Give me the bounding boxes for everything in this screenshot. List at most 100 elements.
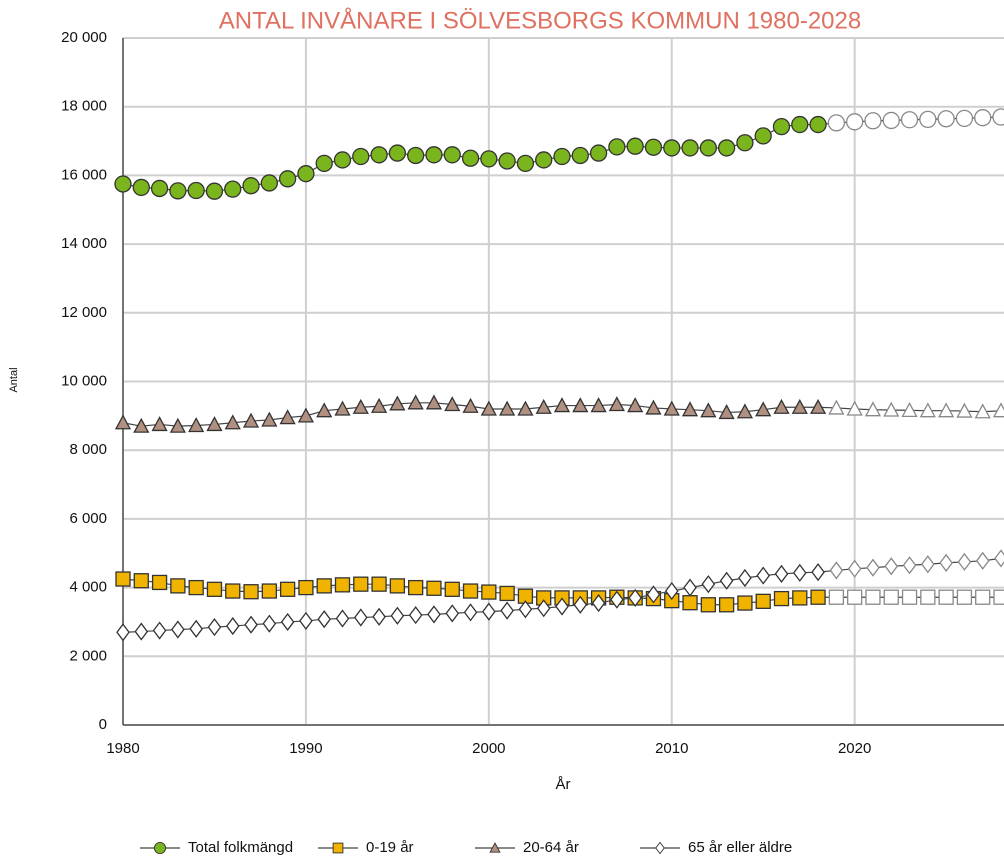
marker (187, 181, 205, 200)
marker (536, 599, 551, 618)
marker (133, 417, 150, 433)
marker (170, 578, 186, 594)
marker (719, 571, 734, 590)
marker (443, 146, 461, 164)
y-tick-label: 18 000 (61, 98, 107, 115)
marker (847, 589, 863, 605)
marker (333, 151, 352, 169)
marker (655, 841, 665, 855)
marker (681, 401, 699, 417)
x-tick-label: 1980 (106, 740, 139, 757)
marker (315, 154, 333, 173)
marker (901, 589, 918, 605)
marker (608, 396, 625, 412)
marker (243, 584, 259, 600)
marker (571, 146, 589, 165)
y-tick-label: 4 000 (69, 579, 107, 596)
marker (992, 402, 1004, 418)
marker (444, 581, 460, 597)
marker (921, 555, 935, 574)
marker (882, 111, 900, 130)
marker (754, 127, 772, 145)
marker (317, 610, 332, 629)
marker (717, 139, 736, 157)
legend-item: 20-64 år (475, 839, 579, 856)
marker (993, 589, 1004, 605)
marker (756, 566, 771, 585)
marker (150, 179, 169, 198)
marker (279, 581, 296, 597)
marker (919, 110, 937, 129)
marker (956, 402, 973, 418)
marker (682, 595, 698, 611)
marker (444, 396, 461, 412)
marker (810, 589, 826, 605)
marker (151, 574, 168, 591)
marker (205, 182, 224, 200)
marker (334, 577, 351, 593)
legend-item: Total folkmängd (140, 839, 293, 856)
marker (791, 398, 808, 414)
marker (572, 397, 589, 413)
y-tick-label: 0 (99, 716, 107, 733)
marker (425, 146, 443, 164)
marker (663, 400, 680, 416)
marker (792, 563, 807, 582)
marker (920, 589, 936, 605)
marker (883, 401, 900, 417)
marker (225, 616, 240, 636)
marker (169, 182, 187, 200)
legend-item: 65 år eller äldre (640, 839, 792, 856)
marker (500, 601, 514, 620)
marker (426, 580, 442, 596)
marker (809, 398, 827, 414)
marker (498, 152, 516, 170)
marker (262, 614, 277, 633)
marker (298, 579, 314, 596)
x-tick-label: 2000 (472, 740, 505, 757)
marker (846, 113, 864, 131)
marker (718, 597, 735, 613)
y-tick-label: 2 000 (69, 647, 107, 664)
marker (829, 561, 844, 580)
y-tick-label: 6 000 (69, 510, 107, 527)
marker (390, 606, 405, 625)
marker (151, 416, 168, 432)
marker (608, 138, 626, 156)
marker (701, 575, 716, 594)
marker (866, 558, 880, 577)
marker (242, 412, 260, 428)
marker (462, 583, 479, 599)
marker (499, 585, 515, 602)
marker (535, 151, 553, 169)
marker (535, 398, 552, 414)
marker (791, 115, 809, 134)
marker (590, 397, 607, 413)
marker (718, 404, 735, 420)
marker (847, 559, 862, 578)
x-tick-label: 1990 (289, 740, 322, 757)
legend-label: Total folkmängd (188, 839, 293, 856)
y-tick-label: 10 000 (61, 372, 107, 389)
marker (332, 842, 344, 854)
marker (736, 134, 754, 152)
marker (939, 553, 953, 572)
marker (773, 590, 790, 607)
marker (261, 411, 278, 427)
marker (755, 593, 771, 609)
marker (846, 400, 863, 416)
y-axis-label: Antal (8, 367, 20, 392)
marker (480, 150, 498, 168)
y-tick-label: 12 000 (61, 304, 107, 321)
marker (699, 139, 717, 157)
marker (408, 605, 423, 625)
marker (864, 112, 882, 130)
legend-label: 0-19 år (366, 839, 414, 856)
marker (224, 180, 242, 198)
y-tick-label: 20 000 (61, 29, 107, 46)
marker (975, 551, 990, 570)
marker (278, 170, 297, 188)
marker (553, 397, 571, 413)
marker (169, 417, 186, 433)
